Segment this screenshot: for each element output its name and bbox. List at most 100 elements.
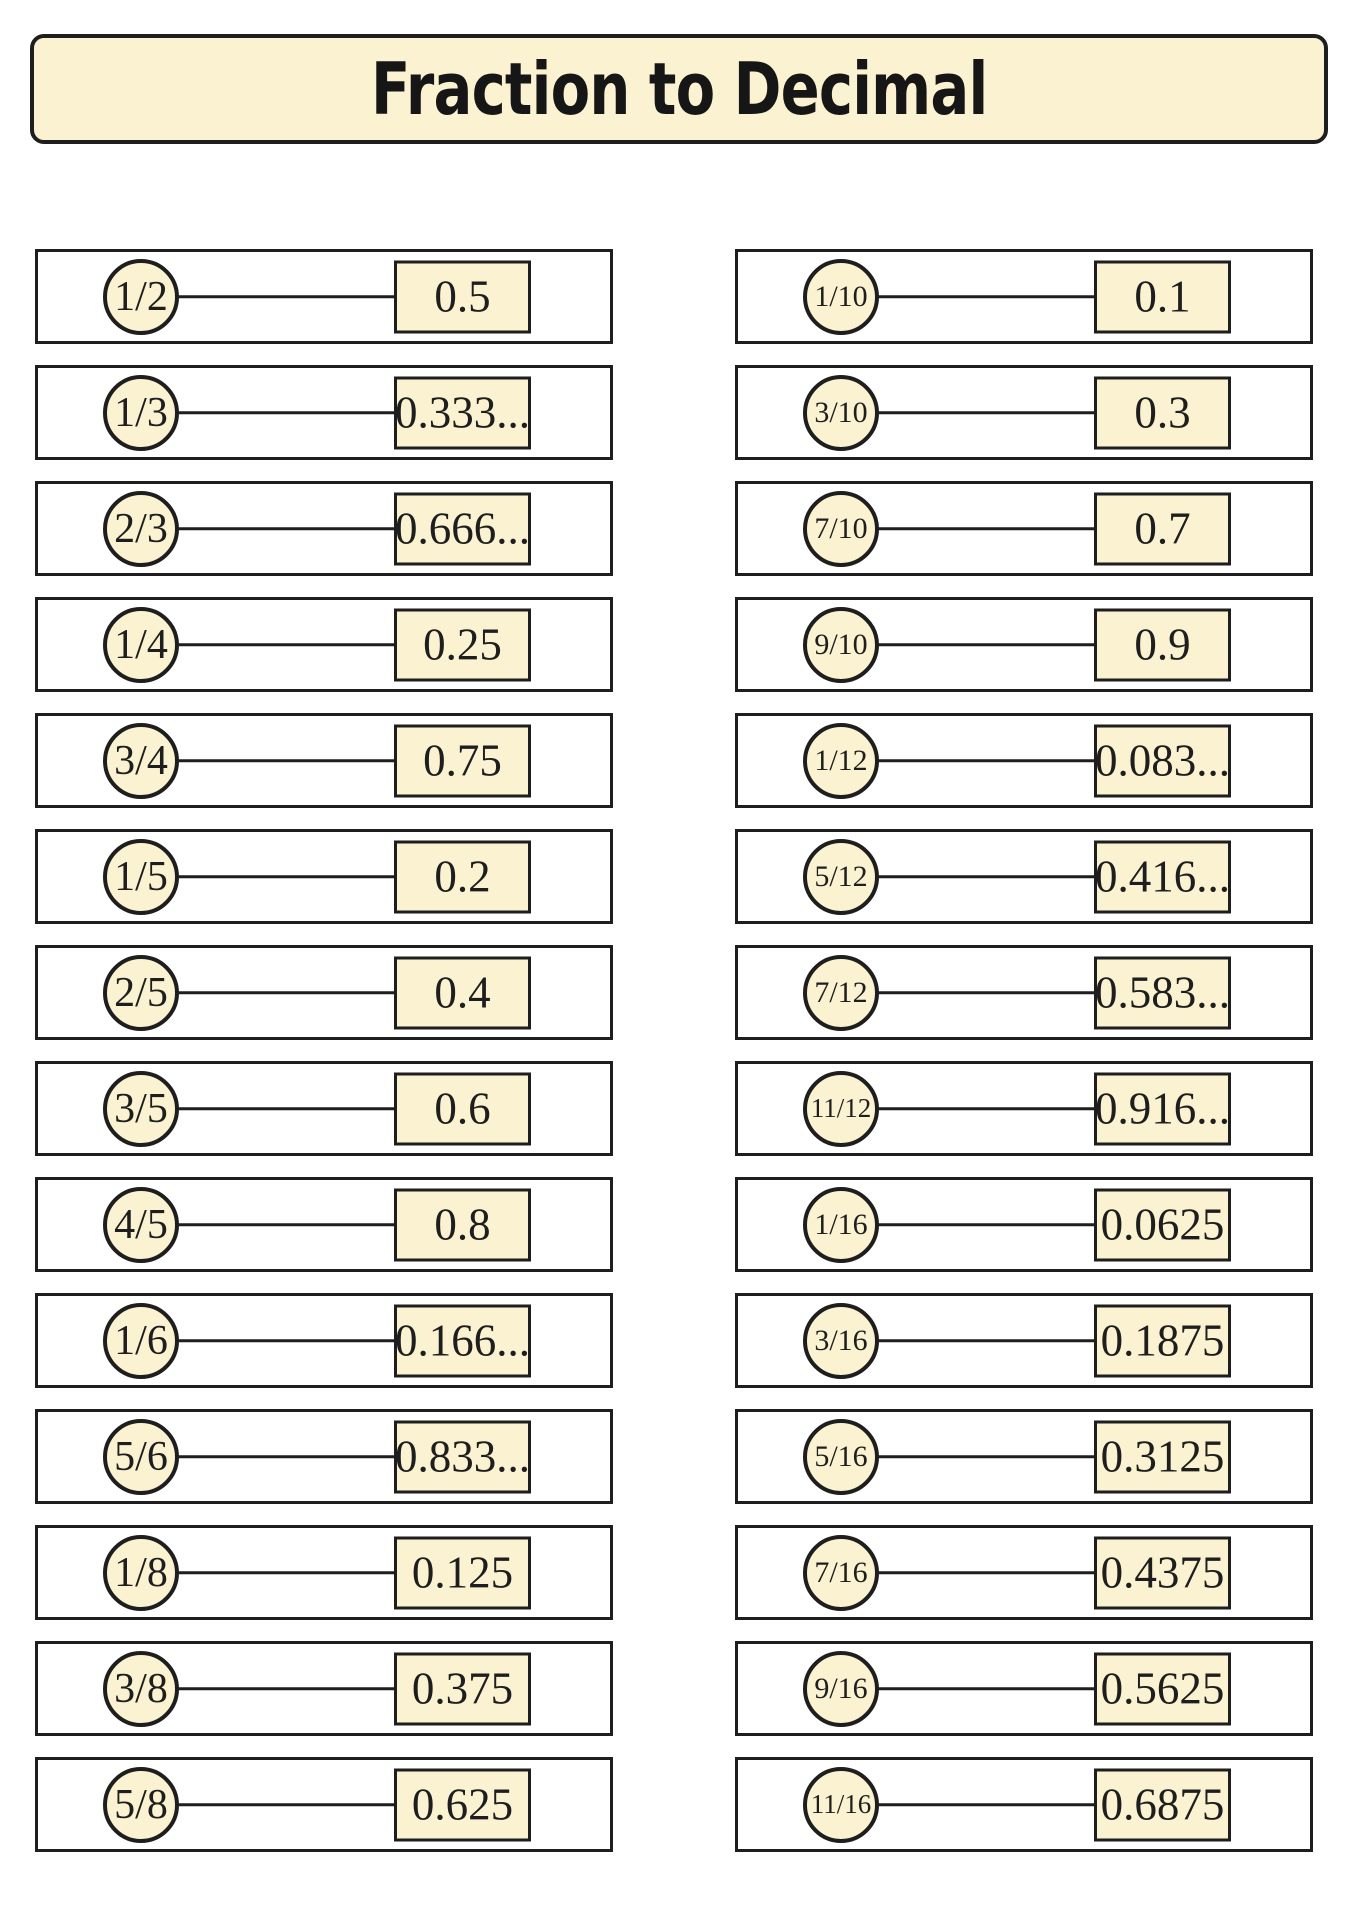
connector-line <box>874 1338 1096 1343</box>
decimal-box: 0.3 <box>1094 376 1231 449</box>
connector-line <box>174 1802 396 1807</box>
connector-line <box>874 1454 1096 1459</box>
connector-line <box>174 1222 396 1227</box>
decimal-box: 0.6875 <box>1094 1768 1231 1841</box>
connector-line <box>874 1106 1096 1111</box>
decimal-label: 0.3125 <box>1100 1431 1225 1481</box>
decimal-label: 0.5 <box>434 271 491 321</box>
fraction-circle: 1/6 <box>103 1302 179 1379</box>
fraction-label: 4/5 <box>114 1201 168 1248</box>
decimal-box: 0.7 <box>1094 492 1231 565</box>
decimal-label: 0.0625 <box>1100 1199 1225 1249</box>
fraction-row-right-7: 7/12 0.583... <box>735 945 1313 1040</box>
connector-line <box>174 1570 396 1575</box>
fraction-row-right-4: 9/10 0.9 <box>735 597 1313 692</box>
decimal-label: 0.1875 <box>1100 1315 1225 1365</box>
decimal-box: 0.333... <box>394 376 531 449</box>
decimal-box: 0.166... <box>394 1304 531 1377</box>
fraction-circle: 5/12 <box>803 838 879 915</box>
fraction-row-left-2: 1/3 0.333... <box>35 365 613 460</box>
fraction-label: 11/12 <box>810 1093 872 1123</box>
connector-line <box>874 990 1096 995</box>
connector-line <box>174 1106 396 1111</box>
fraction-circle: 3/4 <box>103 722 179 799</box>
fraction-row-right-10: 3/16 0.1875 <box>735 1293 1313 1388</box>
decimal-label: 0.8 <box>434 1199 491 1249</box>
connector-line <box>874 526 1096 531</box>
fraction-row-left-4: 1/4 0.25 <box>35 597 613 692</box>
decimal-label: 0.5625 <box>1100 1663 1225 1713</box>
decimal-label: 0.166... <box>395 1315 530 1365</box>
fraction-row-right-14: 11/16 0.6875 <box>735 1757 1313 1852</box>
decimal-label: 0.083... <box>1095 735 1230 785</box>
connector-line <box>874 1222 1096 1227</box>
fraction-circle: 1/5 <box>103 838 179 915</box>
fraction-label: 11/16 <box>810 1789 872 1819</box>
fraction-label: 5/12 <box>814 859 868 893</box>
fraction-label: 3/5 <box>114 1085 168 1132</box>
connector-line <box>874 1802 1096 1807</box>
fraction-circle: 2/5 <box>103 954 179 1031</box>
fraction-circle: 1/16 <box>803 1186 879 1263</box>
decimal-label: 0.9 <box>1134 619 1191 669</box>
fraction-label: 2/3 <box>114 505 168 552</box>
fraction-circle: 1/8 <box>103 1534 179 1611</box>
fraction-label: 1/5 <box>114 853 168 900</box>
decimal-label: 0.6875 <box>1100 1779 1225 1829</box>
decimal-box: 0.583... <box>1094 956 1231 1029</box>
connector-line <box>174 642 396 647</box>
connector-line <box>174 1338 396 1343</box>
connector-line <box>174 294 396 299</box>
fraction-label: 7/16 <box>814 1555 868 1589</box>
connector-line <box>174 1686 396 1691</box>
fraction-row-left-11: 5/6 0.833... <box>35 1409 613 1504</box>
fraction-circle: 9/16 <box>803 1650 879 1727</box>
fraction-circle: 3/8 <box>103 1650 179 1727</box>
decimal-box: 0.5 <box>394 260 531 333</box>
decimal-box: 0.375 <box>394 1652 531 1725</box>
connector-line <box>874 1570 1096 1575</box>
fraction-label: 3/10 <box>814 395 868 429</box>
fraction-label: 2/5 <box>114 969 168 1016</box>
fraction-row-left-1: 1/2 0.5 <box>35 249 613 344</box>
fraction-label: 1/16 <box>814 1207 868 1241</box>
decimal-label: 0.125 <box>411 1547 514 1597</box>
fraction-label: 3/16 <box>814 1323 868 1357</box>
fraction-row-right-1: 1/10 0.1 <box>735 249 1313 344</box>
decimal-box: 0.1875 <box>1094 1304 1231 1377</box>
decimal-label: 0.75 <box>423 735 502 785</box>
decimal-box: 0.4375 <box>1094 1536 1231 1609</box>
connector-line <box>874 874 1096 879</box>
decimal-box: 0.666... <box>394 492 531 565</box>
fraction-circle: 1/3 <box>103 374 179 451</box>
fraction-row-left-14: 5/8 0.625 <box>35 1757 613 1852</box>
fraction-circle: 7/16 <box>803 1534 879 1611</box>
decimal-box: 0.75 <box>394 724 531 797</box>
decimal-box: 0.2 <box>394 840 531 913</box>
decimal-box: 0.1 <box>1094 260 1231 333</box>
fraction-column-left: 1/2 0.5 1/3 0.333... 2/3 0.666... 1/4 0.… <box>35 249 615 1873</box>
fraction-label: 1/3 <box>114 389 168 436</box>
fraction-label: 3/8 <box>114 1665 168 1712</box>
connector-line <box>174 758 396 763</box>
decimal-label: 0.2 <box>434 851 491 901</box>
decimal-box: 0.916... <box>1094 1072 1231 1145</box>
decimal-label: 0.625 <box>411 1779 514 1829</box>
fraction-row-left-7: 2/5 0.4 <box>35 945 613 1040</box>
page-title: Fraction to Decimal <box>370 47 988 131</box>
decimal-box: 0.0625 <box>1094 1188 1231 1261</box>
fraction-circle: 7/12 <box>803 954 879 1031</box>
decimal-box: 0.25 <box>394 608 531 681</box>
decimal-label: 0.3 <box>1134 387 1191 437</box>
fraction-label: 1/12 <box>814 743 868 777</box>
fraction-row-left-12: 1/8 0.125 <box>35 1525 613 1620</box>
fraction-label: 3/4 <box>114 737 168 784</box>
decimal-label: 0.1 <box>1134 271 1191 321</box>
fraction-circle: 2/3 <box>103 490 179 567</box>
fraction-column-right: 1/10 0.1 3/10 0.3 7/10 0.7 9/10 0.9 <box>735 249 1315 1873</box>
connector-line <box>174 410 396 415</box>
fraction-row-right-11: 5/16 0.3125 <box>735 1409 1313 1504</box>
decimal-label: 0.666... <box>395 503 530 553</box>
fraction-row-right-3: 7/10 0.7 <box>735 481 1313 576</box>
